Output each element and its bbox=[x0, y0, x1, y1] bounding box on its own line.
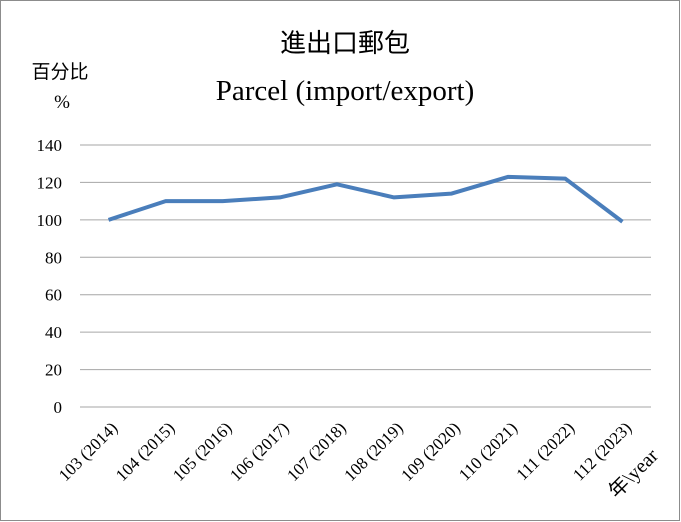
y-axis-unit: % bbox=[54, 92, 70, 113]
line bbox=[107, 174, 624, 224]
y-axis-label: 百分比 bbox=[31, 61, 88, 83]
y-tick-label: 140 bbox=[37, 136, 63, 155]
chart-title: 進出口郵包 bbox=[280, 29, 410, 58]
y-tick-label: 120 bbox=[37, 173, 63, 192]
y-tick-label: 20 bbox=[45, 361, 62, 380]
y-tick-label: 80 bbox=[45, 248, 62, 267]
y-tick-label: 0 bbox=[54, 398, 63, 417]
chart-subtitle: Parcel (import/export) bbox=[216, 75, 475, 107]
y-tick-label: 100 bbox=[37, 211, 63, 230]
y-tick-label: 40 bbox=[45, 323, 62, 342]
y-tick-label: 60 bbox=[45, 286, 62, 305]
